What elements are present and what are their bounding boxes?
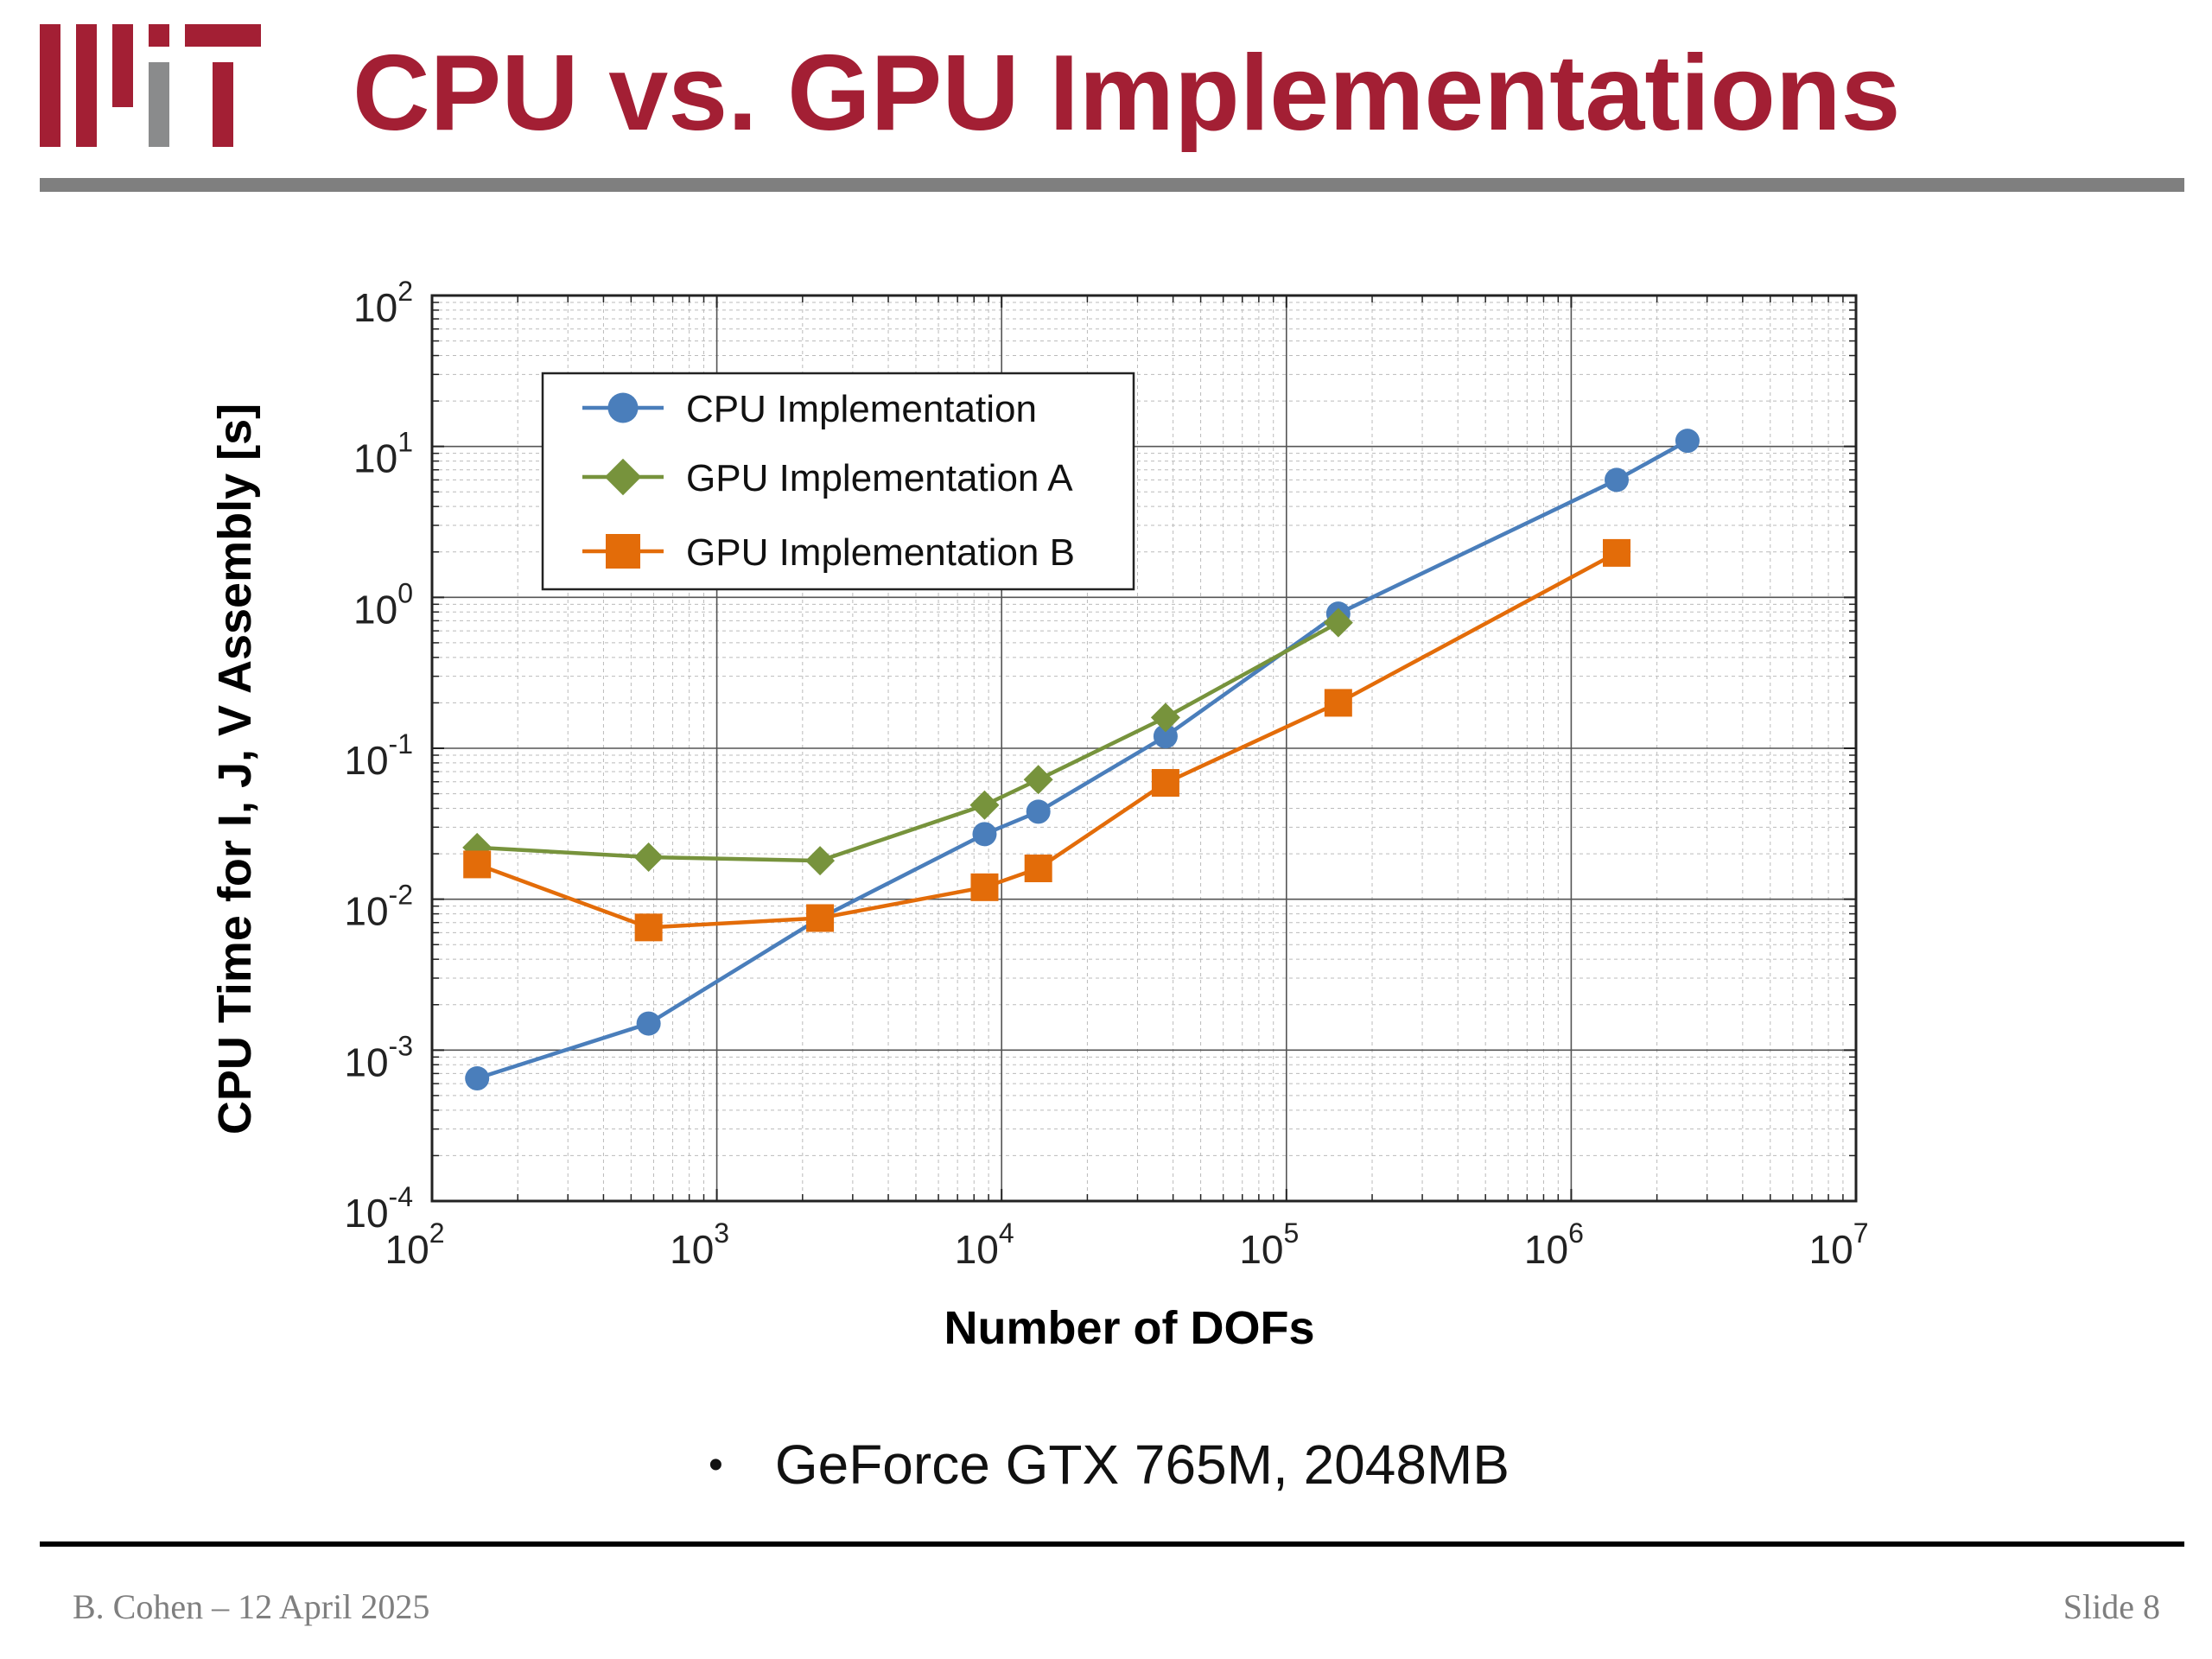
tick-base: 10	[385, 1227, 429, 1272]
tick-base: 10	[353, 436, 397, 481]
data-point-circle	[1675, 429, 1700, 454]
logo-bar	[40, 24, 60, 147]
data-point-square	[1151, 769, 1179, 798]
legend-label: CPU Implementation	[686, 388, 1037, 430]
logo-bar	[149, 62, 169, 147]
data-point-circle	[465, 1066, 490, 1091]
data-point-circle	[1026, 799, 1051, 824]
bullet-text: GeForce GTX 765M, 2048MB	[774, 1433, 1510, 1496]
logo-bar	[213, 62, 233, 147]
logo-bar	[76, 24, 97, 147]
x-tick-label: 102	[385, 1217, 445, 1272]
legend-label: GPU Implementation B	[686, 531, 1075, 574]
tick-exponent: -3	[389, 1030, 413, 1061]
data-point-circle	[636, 1011, 661, 1036]
x-tick-label: 107	[1809, 1217, 1869, 1272]
data-point-diamond	[633, 842, 664, 872]
data-point-diamond	[805, 846, 836, 876]
tick-exponent: -2	[389, 880, 413, 911]
y-tick-label: 10-3	[344, 1030, 413, 1084]
tick-exponent: 5	[1283, 1217, 1299, 1249]
x-tick-label: 103	[670, 1217, 729, 1272]
legend-label: GPU Implementation A	[686, 457, 1073, 499]
data-point-square	[634, 913, 663, 942]
tick-marks	[431, 295, 1857, 1202]
tick-base: 10	[353, 285, 397, 330]
logo-bar	[112, 24, 133, 107]
slide-title: CPU vs. GPU Implementations	[353, 34, 1901, 153]
tick-base: 10	[344, 738, 388, 783]
y-tick-label: 10-1	[344, 728, 413, 783]
series-line	[476, 550, 1618, 930]
tick-base: 10	[344, 1191, 388, 1236]
data-point-circle	[607, 392, 639, 423]
title-divider	[40, 178, 2184, 192]
tick-exponent: -1	[389, 728, 413, 760]
logo-bar	[149, 24, 169, 47]
data-point-diamond	[1150, 702, 1180, 733]
tick-exponent: 4	[999, 1217, 1014, 1249]
y-tick-label: 100	[353, 577, 413, 632]
tick-exponent: 2	[429, 1217, 445, 1249]
tick-base: 10	[1239, 1227, 1283, 1272]
data-point-square	[970, 873, 999, 901]
data-point-square	[1324, 689, 1352, 717]
mit-logo-icon	[40, 24, 261, 147]
data-point-square	[1602, 538, 1630, 567]
y-axis-label: CPU Time for I, J, V Assembly [s]	[209, 404, 261, 1135]
data-point-diamond	[969, 790, 1000, 820]
y-tick-label: 102	[353, 276, 413, 330]
data-point-square	[806, 904, 835, 932]
data-point-circle	[972, 822, 997, 847]
x-tick-label: 106	[1524, 1217, 1584, 1272]
footer-slide-number: Slide 8	[2063, 1587, 2160, 1626]
y-tick-label: 101	[353, 427, 413, 481]
tick-base: 10	[353, 587, 397, 632]
tick-exponent: -4	[389, 1181, 413, 1212]
data-point-circle	[1153, 724, 1178, 749]
x-tick-labels: 102 103 104 105 106 107	[385, 1217, 1869, 1272]
tick-exponent: 3	[714, 1217, 729, 1249]
tick-base: 10	[344, 889, 388, 934]
x-tick-label: 105	[1239, 1217, 1299, 1272]
tick-exponent: 7	[1853, 1217, 1869, 1249]
tick-exponent: 6	[1568, 1217, 1584, 1249]
data-point-square	[606, 534, 640, 569]
data-point-square	[1024, 855, 1052, 883]
series-layer	[462, 429, 1700, 1091]
tick-base: 10	[1809, 1227, 1853, 1272]
series-group	[462, 607, 1353, 876]
tick-exponent: 2	[397, 276, 413, 307]
bullet-icon: •	[709, 1441, 723, 1488]
tick-base: 10	[670, 1227, 714, 1272]
y-tick-label: 10-2	[344, 880, 413, 934]
footer-author-date: B. Cohen – 12 April 2025	[73, 1587, 430, 1626]
data-point-diamond	[1023, 765, 1053, 795]
y-tick-label: 10-4	[344, 1181, 413, 1236]
tick-exponent: 1	[397, 427, 413, 458]
series-group	[463, 538, 1630, 942]
data-point-circle	[1604, 467, 1629, 493]
footer-divider	[40, 1541, 2184, 1547]
tick-base: 10	[1524, 1227, 1568, 1272]
x-tick-label: 104	[955, 1217, 1014, 1272]
logo-bar	[185, 24, 261, 47]
tick-base: 10	[955, 1227, 999, 1272]
series-line	[477, 620, 1339, 863]
data-point-diamond	[1323, 607, 1353, 638]
tick-base: 10	[344, 1039, 388, 1084]
data-point-square	[463, 850, 492, 879]
legend: CPU Implementation GPU Implementation A GP…	[541, 372, 1135, 591]
x-axis-label: Number of DOFs	[944, 1302, 1314, 1354]
data-point-diamond	[604, 458, 642, 496]
tick-exponent: 0	[397, 577, 413, 608]
bullet-item: • GeForce GTX 765M, 2048MB	[709, 1426, 1510, 1503]
